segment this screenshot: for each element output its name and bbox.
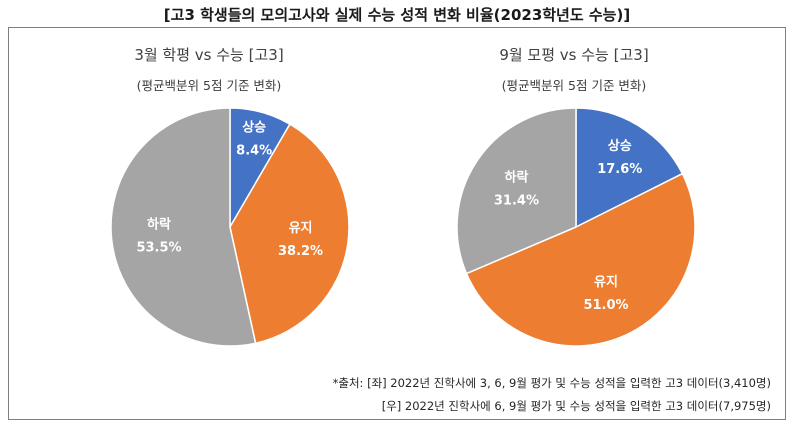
left-pie-subtitle: (평균백분위 5점 기준 변화) [136, 78, 282, 93]
slice-category-label: 상승 [608, 139, 632, 154]
slice-value-label: 51.0% [583, 298, 628, 313]
slice-value-label: 31.4% [494, 194, 539, 209]
slice-value-label: 53.5% [136, 241, 181, 256]
right-pie-title: 9월 모평 vs 수능 [고3] [499, 46, 649, 64]
pie-slice-하락 [110, 107, 257, 347]
source-note-right: [우] 2022년 진학사에 6, 9월 평가 및 수능 성적을 입력한 고3 … [381, 399, 771, 413]
pie-slice-하락 [456, 107, 577, 275]
source-note-left: *출처: [좌] 2022년 진학사에 3, 6, 9월 평가 및 수능 성적을… [332, 376, 771, 390]
chart-frame: 3월 학평 vs 수능 [고3] (평균백분위 5점 기준 변화) 상승 8.4%… [8, 27, 786, 420]
slice-category-label: 상승 [242, 120, 266, 135]
slice-value-label: 8.4% [236, 143, 272, 158]
left-pie-chart: 상승 8.4% 유지 38.2% 하락 53.5% [110, 107, 350, 347]
pie-slice-유지 [229, 123, 350, 345]
left-pie-title: 3월 학평 vs 수능 [고3] [134, 46, 284, 64]
pie-slice-상승 [575, 107, 684, 229]
slice-value-label: 17.6% [597, 162, 642, 177]
slice-category-label: 유지 [289, 221, 313, 236]
chart-main-title: [고3 학생들의 모의고사와 실제 수능 성적 변화 비율(2023학년도 수능… [163, 6, 631, 24]
right-pie-chart: 상승 17.6% 유지 51.0% 하락 31.4% [456, 107, 696, 347]
pie-slice-유지 [465, 172, 696, 347]
slice-category-label: 유지 [594, 275, 618, 290]
slice-category-label: 하락 [504, 170, 528, 186]
slice-category-label: 하락 [147, 217, 171, 233]
right-pie-subtitle: (평균백분위 5점 기준 변화) [501, 78, 647, 93]
slice-value-label: 38.2% [278, 244, 323, 259]
